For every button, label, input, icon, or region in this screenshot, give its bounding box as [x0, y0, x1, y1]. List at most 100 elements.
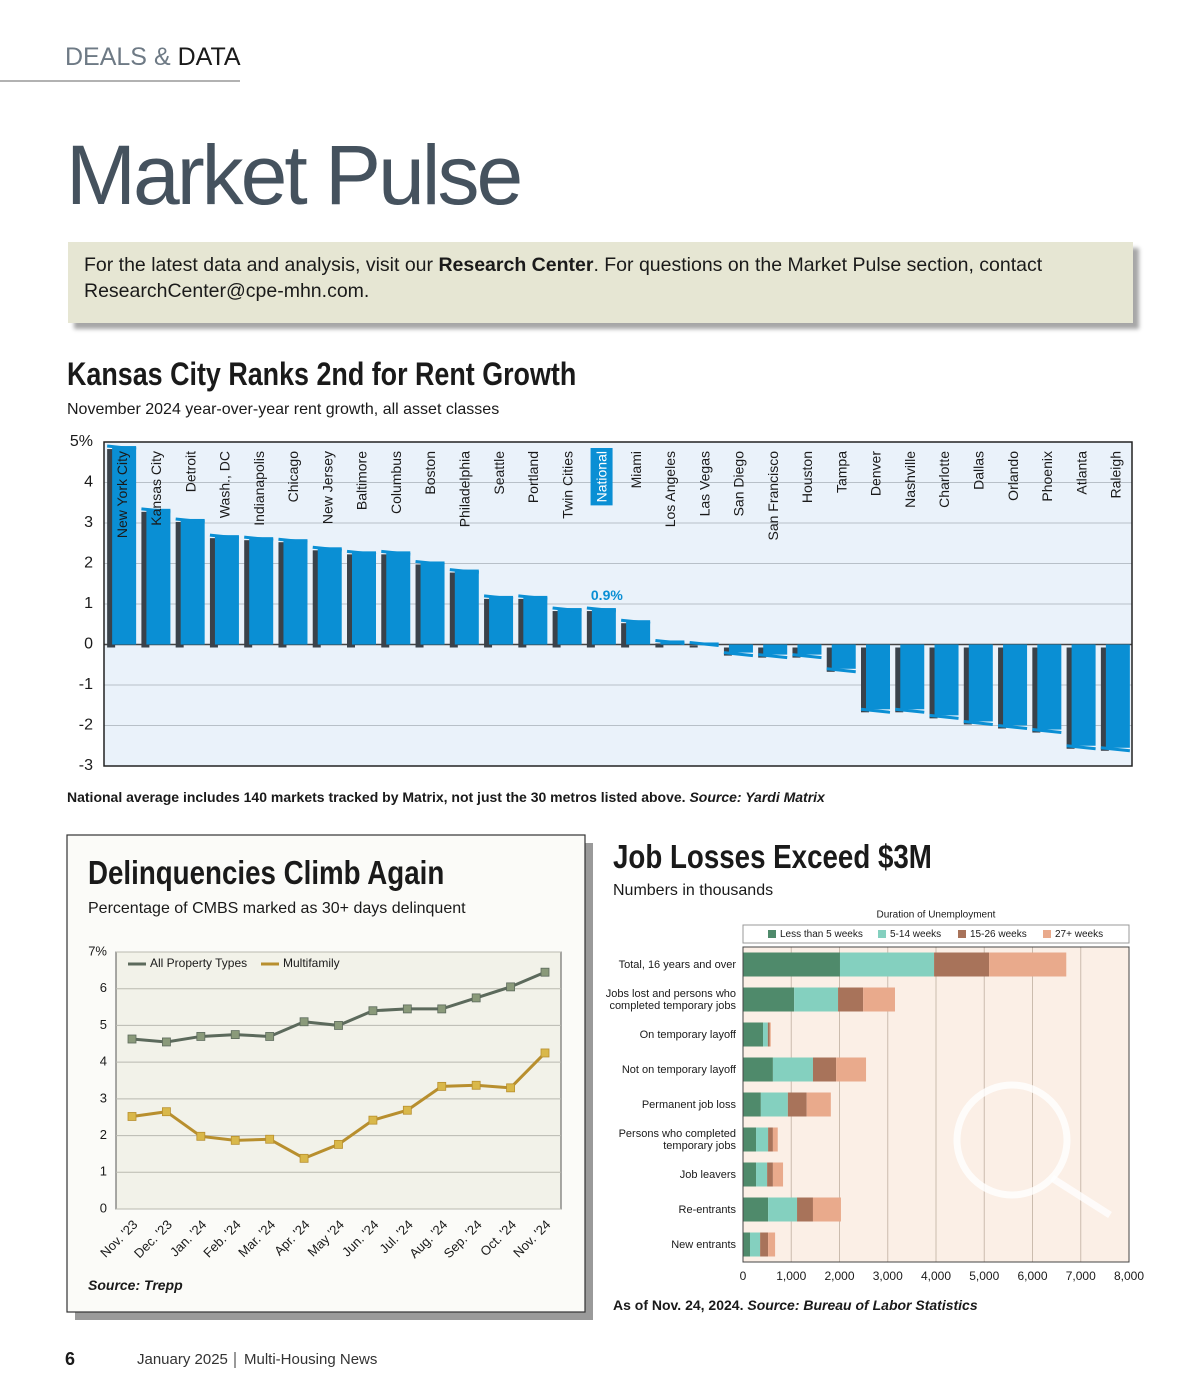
plot-border	[742, 946, 1130, 1263]
bar-segment	[767, 1022, 770, 1047]
legend-swatch	[768, 930, 776, 938]
bar-segment	[749, 1232, 761, 1257]
bar-cap	[826, 667, 856, 674]
bar-segment	[760, 1232, 769, 1257]
bar	[591, 608, 616, 645]
bar-side	[998, 647, 1007, 729]
chart-subtitle: November 2024 year-over-year rent growth…	[67, 401, 499, 418]
chart-subtitle: Numbers in thousands	[613, 882, 773, 899]
bar-cap	[1066, 744, 1096, 751]
bar-side	[278, 542, 287, 648]
bar-side	[655, 643, 664, 648]
y-tick-label: -3	[79, 757, 93, 774]
bar-side	[861, 647, 869, 713]
chart-title: Delinquencies Climb Again	[88, 855, 444, 892]
x-tick-label: Detroit	[182, 451, 198, 492]
bar-side	[963, 647, 972, 725]
bar-segment	[772, 1057, 813, 1082]
bar-cap	[860, 707, 891, 714]
bar-segment	[838, 987, 864, 1012]
bar	[728, 644, 753, 653]
x-tick-label: Chicago	[285, 451, 301, 503]
x-tick-label: Las Vegas	[696, 451, 712, 516]
bar	[352, 551, 376, 645]
bar-cap	[175, 517, 205, 524]
bar	[386, 551, 411, 645]
bar-segment	[743, 1197, 769, 1222]
bar-segment	[743, 1162, 757, 1187]
bar-side	[347, 554, 355, 648]
y-tick-label: Persons who completed temporary jobs	[618, 1127, 736, 1152]
note: National average includes 140 markets tr…	[67, 789, 686, 805]
source: Source: Bureau of Labor Statistics	[747, 1297, 977, 1313]
bar-segment	[743, 1022, 764, 1047]
bar-segment	[756, 1127, 769, 1152]
bar-segment	[767, 1162, 773, 1187]
bar-cap	[997, 724, 1028, 730]
bar	[454, 569, 479, 645]
bar-side	[621, 623, 630, 648]
point-marker	[230, 1135, 240, 1145]
bar-cap	[1032, 728, 1062, 735]
bar-side	[929, 647, 938, 719]
research-center-link[interactable]: Research Center	[438, 254, 594, 276]
y-tick-label: On temporary layoff	[639, 1028, 736, 1041]
x-tick-label: Los Angeles	[662, 451, 678, 527]
bar-cap	[449, 568, 479, 575]
legend-label: 5-14 weeks	[890, 929, 941, 940]
bar-segment	[768, 1127, 773, 1152]
bar-cap	[655, 638, 685, 645]
legend-title: Duration of Unemployment	[877, 910, 996, 921]
bar-segment	[772, 1162, 784, 1187]
point-marker	[540, 1048, 550, 1058]
point-marker	[506, 1083, 515, 1093]
y-tick-label: 0	[100, 1200, 107, 1215]
point-marker	[265, 1032, 275, 1041]
bar-cap	[895, 707, 925, 714]
x-tick-label: Charlotte	[936, 451, 952, 508]
bar	[180, 518, 205, 645]
y-tick-label: -1	[79, 676, 93, 693]
x-tick-label: Nashville	[902, 451, 918, 508]
value-label: 0.9%	[591, 587, 623, 603]
y-tick-label: Not on temporary layoff	[621, 1063, 736, 1076]
bar-side	[1032, 647, 1041, 733]
legend-label: 15-26 weeks	[970, 929, 1027, 940]
bar-cap	[346, 549, 377, 556]
bar-segment	[839, 952, 935, 977]
page-title: Market Pulse	[66, 128, 520, 222]
section-amp: &	[154, 43, 171, 71]
chart-title: Job Losses Exceed $3M	[613, 839, 932, 876]
y-tick-label: 0	[84, 636, 93, 653]
bar-side	[244, 540, 253, 648]
x-tick-label: San Francisco	[765, 451, 781, 541]
bar-side	[518, 598, 527, 648]
x-tick-label: 3,000	[873, 1269, 903, 1283]
point-marker	[196, 1032, 206, 1041]
y-tick-label: 3	[100, 1090, 107, 1105]
bar-cap	[552, 606, 582, 613]
x-tick-label: Boston	[422, 451, 438, 495]
x-tick-label: Portland	[525, 451, 541, 503]
point-marker	[471, 1080, 481, 1090]
x-tick-label: New Jersey	[319, 451, 335, 524]
bar-segment	[772, 1127, 778, 1152]
x-tick-label: National	[594, 451, 610, 502]
bar-segment	[763, 1022, 768, 1047]
bar-cap	[963, 719, 993, 726]
bar	[900, 644, 925, 710]
legend-box	[742, 924, 1130, 944]
bar-cap	[141, 507, 171, 514]
bar	[523, 595, 548, 645]
point-marker	[334, 1139, 343, 1149]
section-header: DEALS & DATA	[65, 43, 241, 71]
y-tick-label: 2	[100, 1127, 107, 1142]
x-tick-label: Indianapolis	[251, 451, 267, 526]
y-tick-label: Job leavers	[679, 1168, 736, 1181]
bar-segment	[863, 987, 895, 1012]
x-tick-label: 8,000	[1114, 1269, 1144, 1283]
y-tick-label: Total, 16 years and over	[618, 958, 736, 971]
bar-side	[689, 645, 698, 648]
y-tick-label: 4	[100, 1054, 107, 1069]
point-marker	[506, 982, 515, 992]
